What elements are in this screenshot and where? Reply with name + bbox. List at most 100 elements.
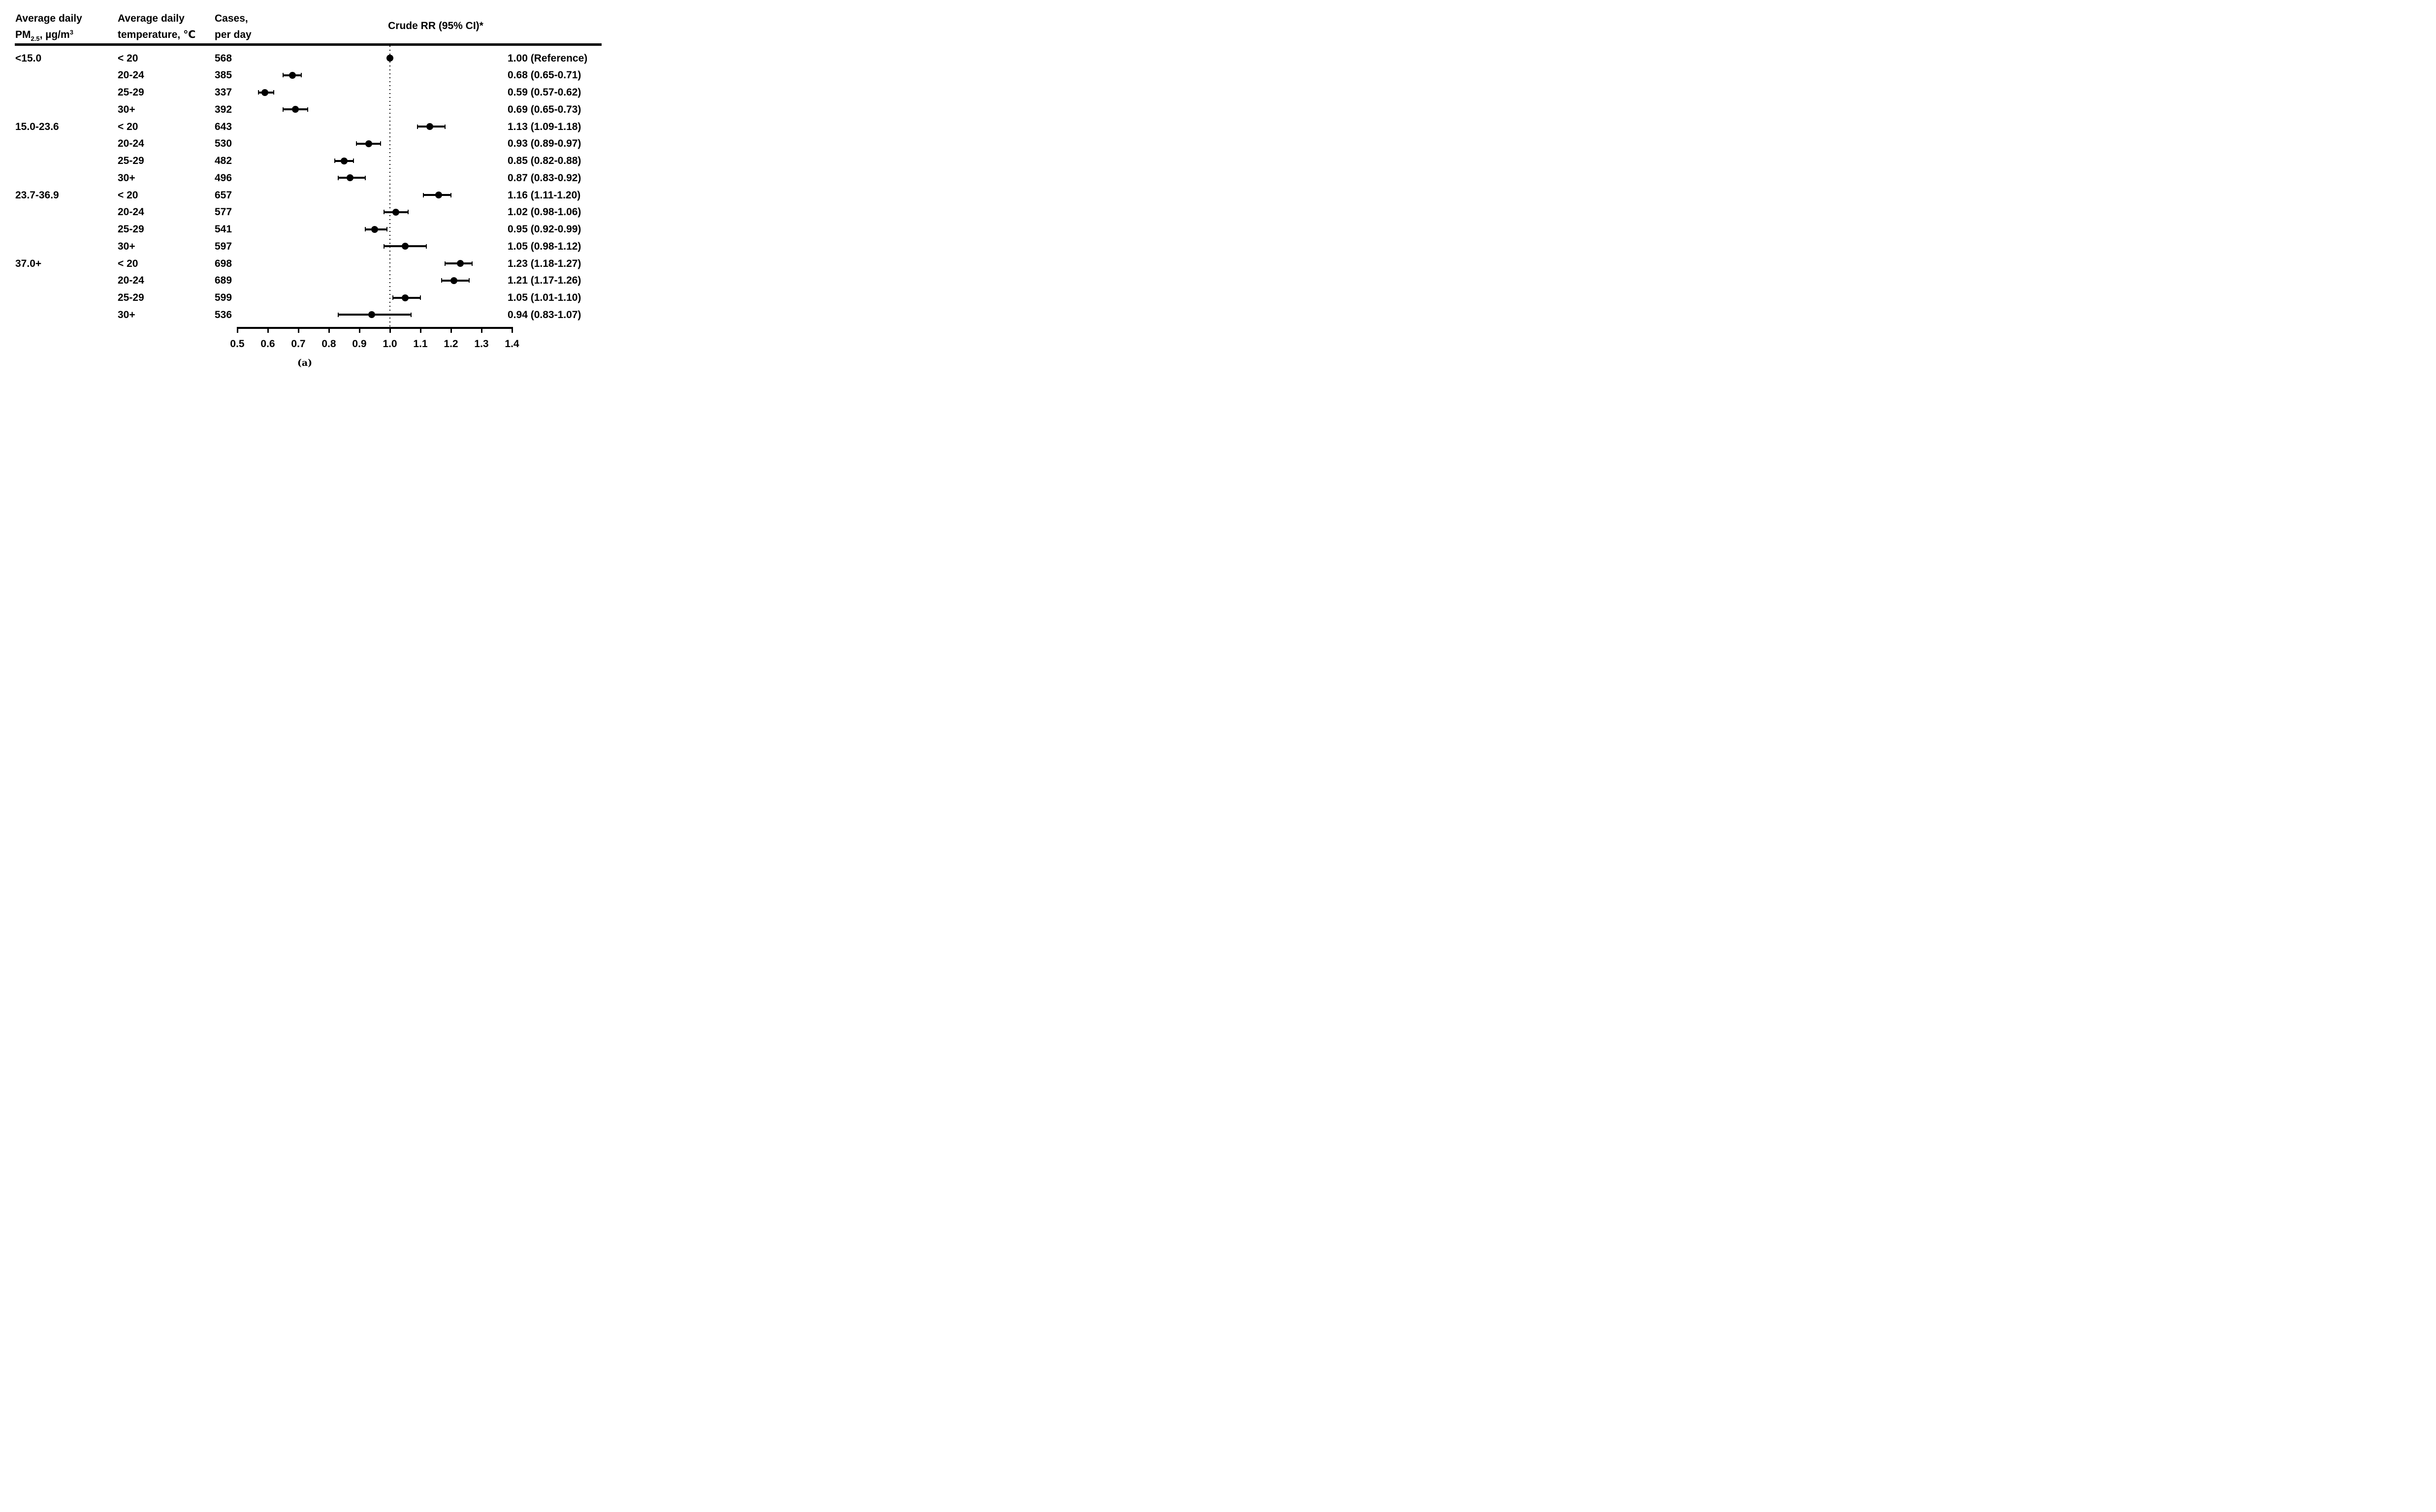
row-temperature-label: < 20 xyxy=(118,121,138,132)
row-temperature-label: 30+ xyxy=(118,240,135,252)
row-cases-value: 541 xyxy=(215,224,232,235)
ci-endcap xyxy=(355,141,357,146)
row-cases-value: 698 xyxy=(215,257,232,269)
row-pm25-label: 23.7-36.9 xyxy=(15,189,59,201)
row-cases-value: 599 xyxy=(215,292,232,303)
column-header-temperature-line1: Average daily xyxy=(118,13,185,24)
point-estimate-marker xyxy=(368,311,375,319)
ci-endcap xyxy=(450,193,451,197)
row-rr-ci-label: 1.00 (Reference) xyxy=(508,52,588,64)
row-rr-ci-label: 1.21 (1.17-1.26) xyxy=(508,275,581,287)
ci-endcap xyxy=(283,73,284,78)
row-temperature-label: 30+ xyxy=(118,172,135,184)
x-axis-tick-label: 0.9 xyxy=(352,338,367,350)
row-rr-ci-label: 0.93 (0.89-0.97) xyxy=(508,138,581,150)
ci-endcap xyxy=(334,159,336,163)
ci-endcap xyxy=(301,73,302,78)
x-axis-tick-label: 0.5 xyxy=(230,338,245,350)
ci-endcap xyxy=(411,312,412,317)
row-rr-ci-label: 1.05 (1.01-1.10) xyxy=(508,292,581,303)
ci-endcap xyxy=(441,278,443,283)
row-rr-ci-label: 1.05 (0.98-1.12) xyxy=(508,240,581,252)
column-header-pm25: Average daily PM2.5, µg/m3 xyxy=(15,10,82,44)
column-header-cases-line1: Cases, xyxy=(215,13,248,24)
point-estimate-marker xyxy=(365,140,372,147)
pm-subscript: 2.5 xyxy=(31,35,40,42)
point-estimate-marker xyxy=(435,192,443,198)
ci-endcap xyxy=(423,193,424,197)
point-estimate-marker xyxy=(450,277,458,284)
row-temperature-label: < 20 xyxy=(118,52,138,64)
column-header-pm25-line1: Average daily xyxy=(15,13,82,24)
point-estimate-marker xyxy=(347,174,354,182)
row-cases-value: 496 xyxy=(215,172,232,184)
forest-plot-figure: Average daily PM2.5, µg/m3 Average daily… xyxy=(0,0,609,378)
row-cases-value: 597 xyxy=(215,240,232,252)
ci-endcap xyxy=(383,244,385,249)
column-header-cases-line2: per day xyxy=(215,29,252,40)
column-header-cases: Cases, per day xyxy=(215,10,252,43)
row-rr-ci-label: 0.68 (0.65-0.71) xyxy=(508,69,581,81)
row-temperature-label: 25-29 xyxy=(118,292,144,303)
point-estimate-marker xyxy=(402,243,409,250)
point-estimate-marker xyxy=(392,208,400,216)
row-temperature-label: 25-29 xyxy=(118,155,144,166)
ci-endcap xyxy=(365,227,366,231)
row-temperature-label: 30+ xyxy=(118,309,135,321)
ci-endcap xyxy=(386,227,387,231)
point-estimate-marker xyxy=(402,294,409,301)
ci-endcap xyxy=(258,90,259,95)
row-rr-ci-label: 0.95 (0.92-0.99) xyxy=(508,224,581,235)
x-axis-tick xyxy=(297,328,299,333)
row-pm25-label: <15.0 xyxy=(15,52,42,64)
ci-endcap xyxy=(392,295,394,300)
ci-endcap xyxy=(337,175,339,180)
x-axis-tick xyxy=(358,328,360,333)
row-temperature-label: 20-24 xyxy=(118,206,144,218)
point-estimate-marker xyxy=(386,55,393,62)
pm-prefix: PM xyxy=(15,29,31,40)
ci-endcap xyxy=(472,261,473,266)
header-divider xyxy=(15,43,602,46)
row-temperature-label: 20-24 xyxy=(118,275,144,287)
chart-title: Crude RR (95% CI)* xyxy=(388,20,483,32)
point-estimate-marker xyxy=(261,89,268,96)
row-temperature-label: 30+ xyxy=(118,103,135,115)
row-rr-ci-label: 0.94 (0.83-1.07) xyxy=(508,309,581,321)
x-axis-tick-label: 1.3 xyxy=(474,338,489,350)
point-estimate-marker xyxy=(341,157,348,164)
row-rr-ci-label: 1.02 (0.98-1.06) xyxy=(508,206,581,218)
column-header-temperature: Average daily temperature, ℃ xyxy=(118,10,195,43)
x-axis-tick xyxy=(450,328,452,333)
x-axis-tick-label: 1.1 xyxy=(413,338,428,350)
row-cases-value: 577 xyxy=(215,206,232,218)
row-pm25-label: 37.0+ xyxy=(15,257,42,269)
point-estimate-marker xyxy=(291,106,299,113)
ci-endcap xyxy=(426,244,427,249)
ci-endcap xyxy=(337,312,339,317)
row-temperature-label: 20-24 xyxy=(118,138,144,150)
row-rr-ci-label: 1.13 (1.09-1.18) xyxy=(508,121,581,132)
row-temperature-label: 20-24 xyxy=(118,69,144,81)
row-cases-value: 392 xyxy=(215,103,232,115)
ci-endcap xyxy=(380,141,382,146)
row-rr-ci-label: 0.85 (0.82-0.88) xyxy=(508,155,581,166)
row-cases-value: 482 xyxy=(215,155,232,166)
x-axis-tick xyxy=(267,328,269,333)
reference-line xyxy=(389,46,390,328)
ci-endcap xyxy=(444,261,446,266)
x-axis-tick xyxy=(328,328,330,333)
point-estimate-marker xyxy=(426,123,433,130)
point-estimate-marker xyxy=(371,225,378,233)
row-rr-ci-label: 0.69 (0.65-0.73) xyxy=(508,103,581,115)
ci-endcap xyxy=(383,210,385,215)
ci-endcap xyxy=(283,107,284,112)
x-axis-tick-label: 1.2 xyxy=(444,338,458,350)
ci-endcap xyxy=(420,295,421,300)
x-axis-tick-label: 0.6 xyxy=(260,338,275,350)
row-rr-ci-label: 1.23 (1.18-1.27) xyxy=(508,257,581,269)
column-header-pm25-line2: PM2.5, µg/m3 xyxy=(15,27,82,44)
row-temperature-label: 25-29 xyxy=(118,224,144,235)
row-rr-ci-label: 1.16 (1.11-1.20) xyxy=(508,189,581,201)
row-cases-value: 385 xyxy=(215,69,232,81)
